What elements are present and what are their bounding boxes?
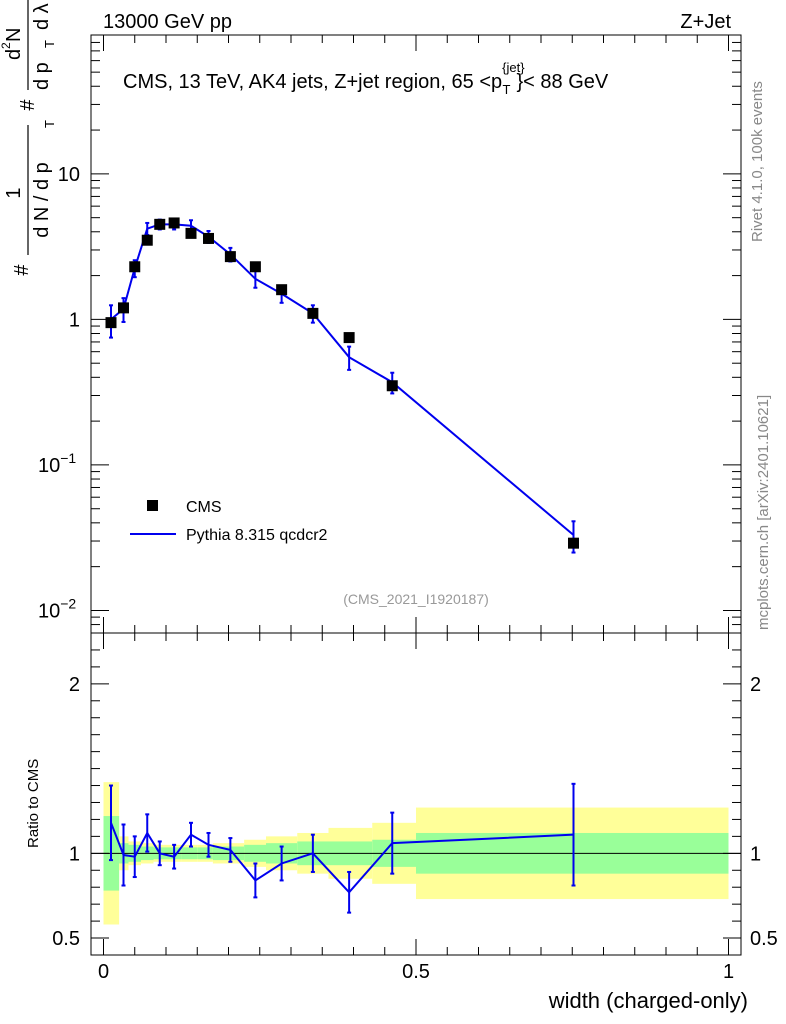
ylabel-hash-1: # <box>11 264 33 276</box>
data-point <box>105 317 117 329</box>
rivet-label: Rivet 4.1.0, 100k events <box>749 81 766 242</box>
mcplots-label: mcplots.cern.ch [arXiv:2401.10621] <box>755 395 772 630</box>
legend-label-cms: CMS <box>186 499 222 516</box>
y-tick-label: 10−2 <box>38 595 76 622</box>
y-tick-label: 10 <box>58 164 80 186</box>
ratio-tick-label-left: 0.5 <box>52 928 80 950</box>
y-axis-label: # 1 d N / d p T # d 2 N d p T d λ <box>0 0 57 276</box>
title-sup: {jet} <box>502 60 525 75</box>
data-point <box>118 302 129 314</box>
x-axis-label: width (charged-only) <box>548 988 748 1013</box>
ratio-tick-label-right: 1 <box>750 843 761 865</box>
ratio-tick-label-right: 2 <box>750 674 761 696</box>
ratio-y-label: Ratio to CMS <box>25 759 42 848</box>
ylabel-frac2-sub: T <box>42 40 57 48</box>
ylabel-frac2-den2: d λ <box>31 3 53 30</box>
ylabel-hash-2: # <box>17 99 39 111</box>
data-point <box>386 380 398 392</box>
ratio-tick-label-left: 2 <box>69 674 80 696</box>
legend-label-pythia: Pythia 8.315 qcdcr2 <box>186 527 328 544</box>
ylabel-frac2-den: d p <box>31 62 53 90</box>
title-main: CMS, 13 TeV, AK4 jets, Z+jet region, 65 … <box>123 71 502 93</box>
ylabel-frac2-num: d <box>3 49 25 60</box>
ratio-tick-label-left: 1 <box>69 843 80 865</box>
data-point <box>154 218 166 230</box>
x-tick-label: 0.5 <box>402 961 430 983</box>
title-tail: }< 88 GeV <box>517 71 609 93</box>
data-point <box>568 537 579 549</box>
header-left: 13000 GeV pp <box>103 11 232 33</box>
ylabel-frac1-num: 1 <box>3 187 25 198</box>
legend: CMS Pythia 8.315 qcdcr2 <box>130 499 328 544</box>
data-point <box>224 251 236 263</box>
y-tick-label: 1 <box>69 309 80 331</box>
data-point <box>185 227 197 239</box>
ylabel-frac1-sub: T <box>42 120 57 128</box>
chart-title: CMS, 13 TeV, AK4 jets, Z+jet region, 65 … <box>123 60 609 97</box>
ylabel-frac2-sup: 2 <box>0 42 13 49</box>
svg-text:CMS, 13 TeV, AK4 jets, Z+jet r: CMS, 13 TeV, AK4 jets, Z+jet region, 65 … <box>123 60 609 97</box>
legend-marker-cms <box>147 500 158 511</box>
data-point <box>168 217 180 229</box>
mc-line <box>110 223 575 536</box>
data-point <box>343 332 355 344</box>
data-point <box>129 261 141 273</box>
header-right: Z+Jet <box>680 11 731 33</box>
chart-dynamic: 0 0.5 1 10−2 10−1 1 10 0.5 0.5 1 1 2 2 <box>38 34 778 983</box>
ylabel-frac2-num2: N <box>3 28 25 42</box>
data-point <box>141 234 153 246</box>
analysis-id: (CMS_2021_I1920187) <box>343 591 489 607</box>
data-point <box>203 232 214 244</box>
x-tick-label: 0 <box>98 961 109 983</box>
x-tick-label: 1 <box>723 961 734 983</box>
ylabel-frac1-den: d N / d p <box>31 162 53 238</box>
data-point <box>307 307 319 319</box>
title-sub: T <box>503 82 511 97</box>
ratio-tick-label-right: 0.5 <box>750 928 778 950</box>
data-point <box>249 261 261 273</box>
ratio-panel-frame <box>90 632 742 956</box>
data-point <box>276 284 288 296</box>
y-tick-label: 10−1 <box>38 450 76 477</box>
